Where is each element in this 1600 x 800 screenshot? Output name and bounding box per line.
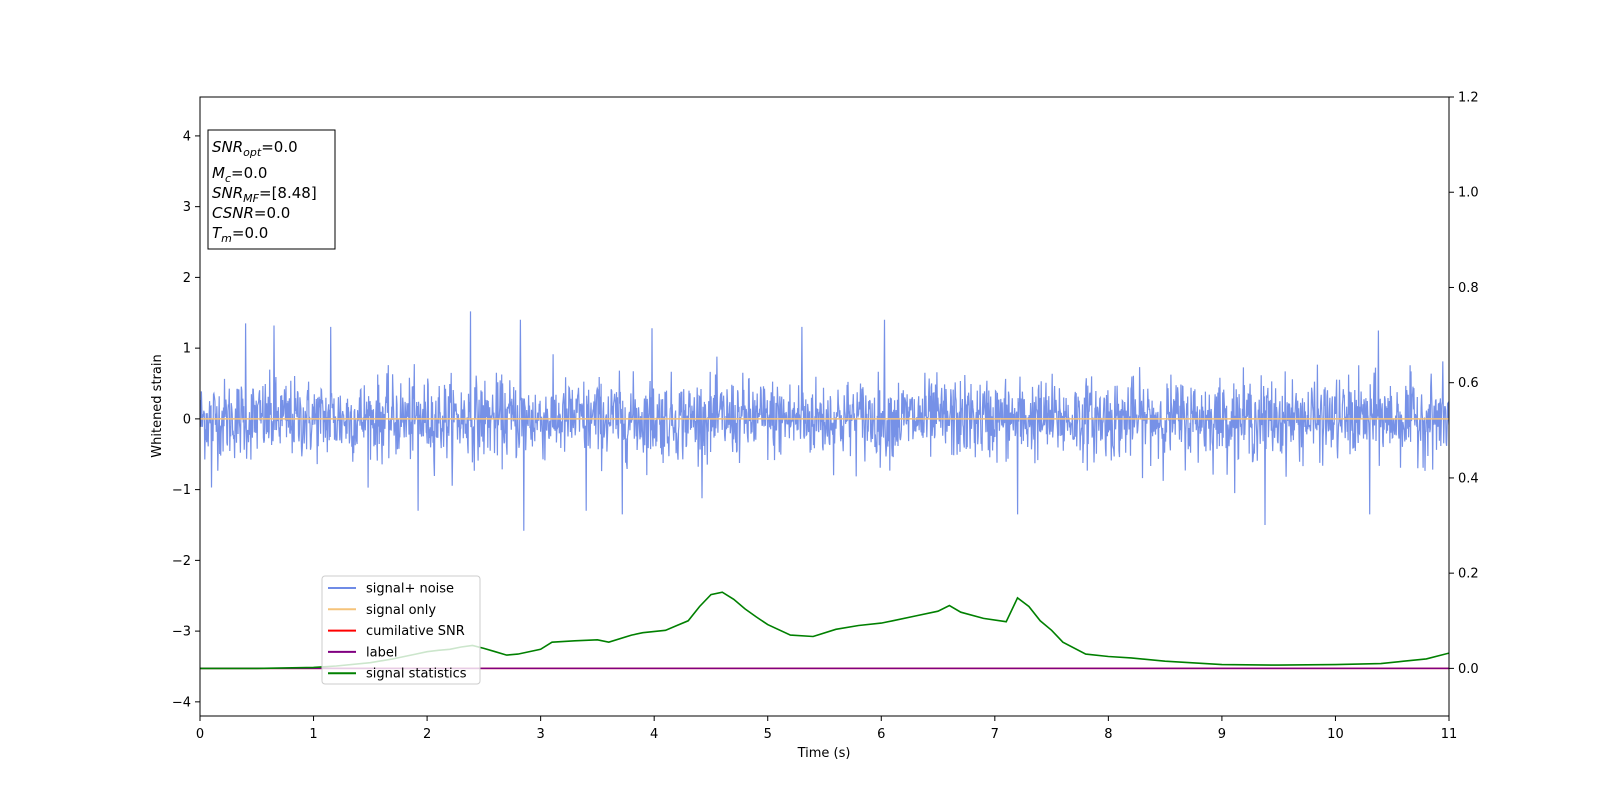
y-right-tick-label: 0.4 — [1458, 471, 1479, 486]
y-right-tick-label: 1.0 — [1458, 186, 1479, 201]
y-right-tick-label: 0.8 — [1458, 281, 1479, 296]
y-left-tick-label: −3 — [172, 625, 191, 640]
x-tick-label: 10 — [1327, 727, 1344, 742]
x-tick-label: 3 — [536, 727, 544, 742]
y-right-tick-label: 0.2 — [1458, 567, 1479, 582]
y-left-tick-label: −2 — [172, 554, 191, 569]
info-snr-mf: SNRMF=[8.48] — [212, 184, 317, 205]
legend-label: cumilative SNR — [366, 624, 465, 639]
info-snr-opt: SNRopt=0.0 — [212, 138, 298, 159]
y-left-tick-label: 0 — [183, 412, 191, 427]
legend: signal+ noise signal only cumilative SNR la… — [321, 575, 481, 685]
x-tick-label: 1 — [309, 727, 317, 742]
x-axis-label: Time (s) — [797, 746, 851, 761]
y-left-tick-label: 2 — [183, 271, 191, 286]
legend-item-label: label — [328, 645, 397, 660]
y-left-tick-label: −4 — [172, 695, 191, 710]
legend-item-signal-only: signal only — [328, 603, 436, 618]
info-tm: Tm=0.0 — [212, 224, 268, 245]
x-tick-label: 7 — [991, 727, 999, 742]
plot-frame — [199, 96, 1450, 717]
x-tick-label: 8 — [1104, 727, 1112, 742]
y-right-tick-label: 1.2 — [1458, 91, 1479, 106]
legend-label: label — [366, 645, 397, 660]
y-axis-right: 0.0 0.2 0.4 0.6 0.8 1.0 1.2 — [1449, 91, 1479, 677]
info-box-frame — [207, 129, 336, 250]
y-right-tick-label: 0.0 — [1458, 662, 1479, 677]
x-tick-label: 0 — [196, 727, 204, 742]
y-left-tick-label: 4 — [183, 129, 191, 144]
legend-item-signal-noise: signal+ noise — [328, 582, 454, 597]
info-csnr: CSNR=0.0 — [212, 204, 290, 222]
info-box: SNRopt=0.0 Mc=0.0 SNRMF=[8.48] CSNR=0.0 … — [207, 129, 336, 250]
y-right-tick-label: 0.6 — [1458, 376, 1479, 391]
x-tick-label: 5 — [764, 727, 772, 742]
info-mc: Mc=0.0 — [212, 164, 267, 185]
x-tick-label: 4 — [650, 727, 658, 742]
legend-item-cumilative-snr: cumilative SNR — [328, 624, 465, 639]
y-axis-left: −4 −3 −2 −1 0 1 2 3 4 — [172, 129, 200, 710]
legend-item-signal-statistics: signal statistics — [328, 667, 467, 682]
x-tick-label: 11 — [1441, 727, 1458, 742]
legend-label: signal only — [366, 603, 436, 618]
y-left-tick-label: 3 — [183, 200, 191, 215]
legend-frame — [321, 575, 481, 685]
series-line-signal-noise — [200, 311, 1449, 531]
legend-label: signal+ noise — [366, 582, 454, 597]
x-tick-label: 2 — [423, 727, 431, 742]
x-tick-label: 6 — [877, 727, 885, 742]
x-tick-label: 9 — [1218, 727, 1226, 742]
y-left-tick-label: 1 — [183, 342, 191, 357]
y-left-tick-label: −1 — [172, 483, 191, 498]
legend-label: signal statistics — [366, 667, 467, 682]
x-axis: 0 1 2 3 4 5 6 7 8 9 10 11 — [196, 716, 1457, 742]
y-axis-label: Whitened strain — [150, 354, 165, 457]
